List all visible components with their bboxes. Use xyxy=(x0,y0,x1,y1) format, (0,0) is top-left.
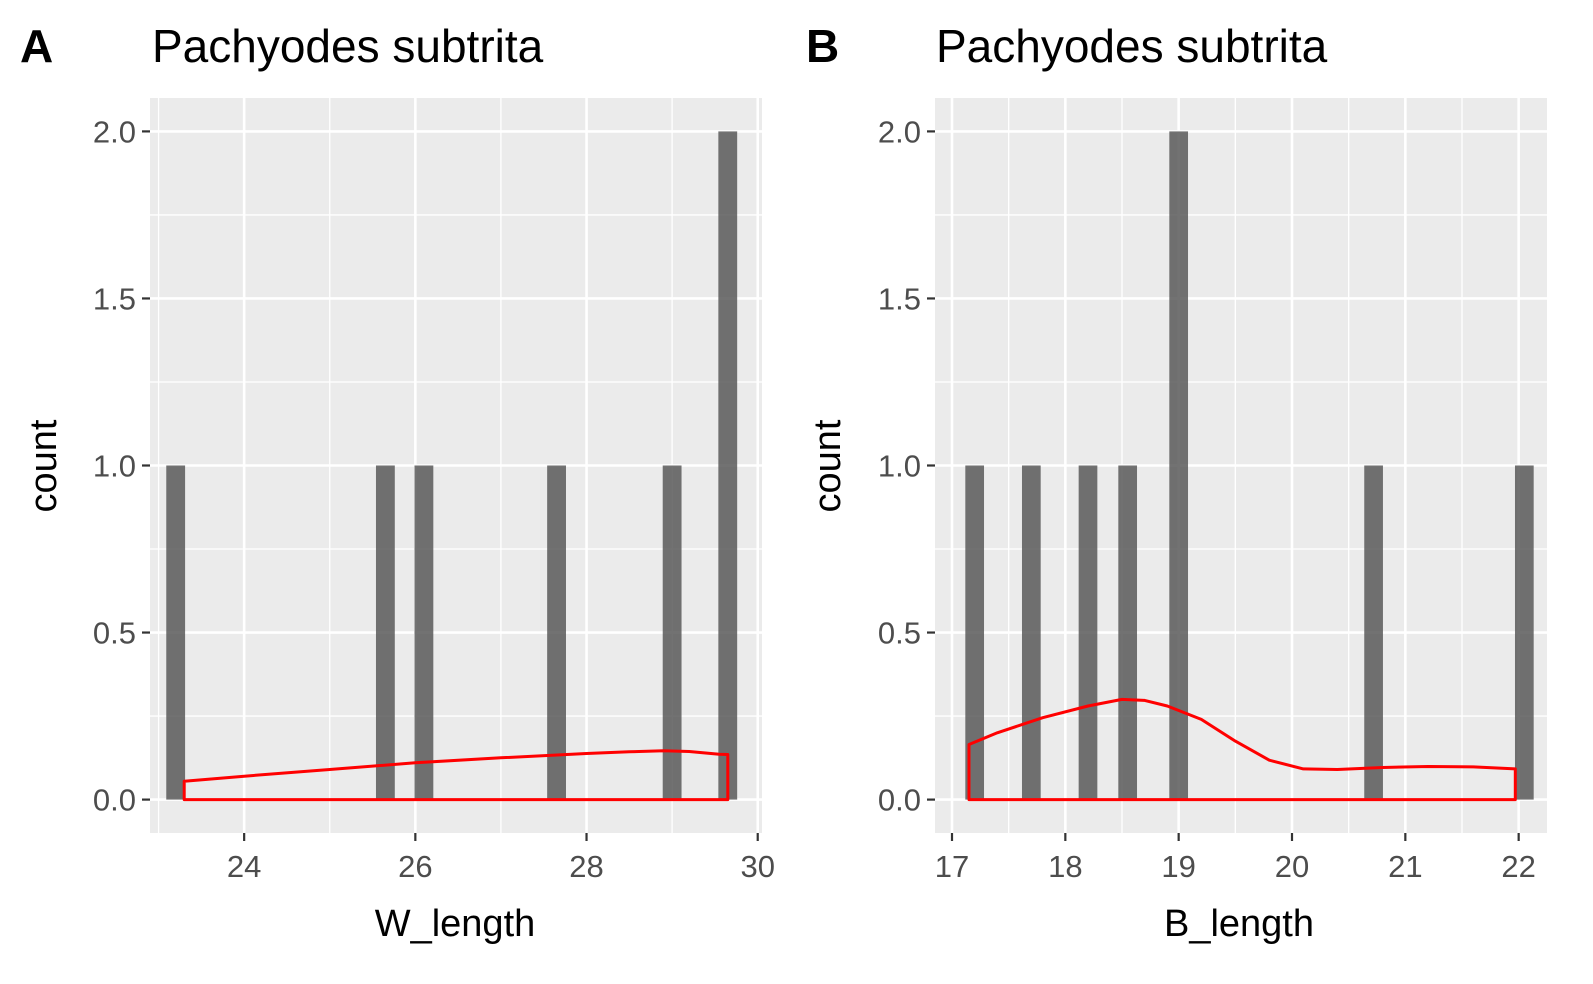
panel-a-x-tick-label: 26 xyxy=(398,849,432,884)
panel-a-y-tick-label: 0.0 xyxy=(93,783,136,818)
panel-b-tag: B xyxy=(806,20,839,72)
panel-b-y-axis-title: count xyxy=(807,419,849,512)
panel-a-y-axis-title: count xyxy=(23,419,65,512)
panel-b-histogram-bar xyxy=(1021,465,1041,800)
panel-a-density-curve xyxy=(182,749,730,802)
panel-b-histogram-bar xyxy=(1078,465,1098,800)
panel-b-y-tick-label: 1.5 xyxy=(878,281,921,316)
panel-a-histogram-bar xyxy=(662,465,682,800)
panel-b-x-tick-label: 18 xyxy=(1048,849,1082,884)
panel-a-histogram-bar xyxy=(547,465,566,800)
panel-b-y-tick-label: 2.0 xyxy=(878,114,921,149)
panel-b-histogram: 17 18 19 20 21 22 0.0 0.5 1.0 1.5 2.0 B Pachyodes … xyxy=(806,20,1547,945)
panel-a-y-tick-label: 2.0 xyxy=(93,114,136,149)
panel-a-histogram: 24 26 28 30 0.0 0.5 1.0 1.5 2.0 A Pachyodes subt… xyxy=(20,20,775,945)
panel-b-x-tick-label: 21 xyxy=(1388,849,1422,884)
panel-a-histogram-bar xyxy=(166,465,186,800)
panel-b-title: Pachyodes subtrita xyxy=(936,20,1328,72)
panel-a-histogram-bar xyxy=(375,465,395,800)
panel-b-histogram-bar xyxy=(965,465,985,800)
panel-b-y-tick-label: 1.0 xyxy=(878,449,921,484)
panel-a-histogram-bar xyxy=(414,465,434,800)
panel-b-histogram-bar xyxy=(1364,465,1383,800)
panel-b-y-tick-label: 0.0 xyxy=(878,783,921,818)
panel-b-y-tick-label: 0.5 xyxy=(878,616,921,651)
panel-a-histogram-bar xyxy=(718,131,738,800)
panel-b-x-tick-label: 19 xyxy=(1161,849,1195,884)
panel-b-histogram-bar xyxy=(1514,465,1534,800)
panel-a-tag: A xyxy=(20,20,53,72)
panel-a-y-tick-label: 1.0 xyxy=(93,449,136,484)
panel-b-density-curve xyxy=(967,697,1517,802)
panel-a-y-tick-label: 1.5 xyxy=(93,281,136,316)
panel-b-histogram-bar xyxy=(1118,465,1138,800)
panel-b-x-tick-label: 20 xyxy=(1275,849,1309,884)
panel-a-title: Pachyodes subtrita xyxy=(152,20,544,72)
panel-a-y-tick-label: 0.5 xyxy=(93,616,136,651)
panel-a-x-tick-label: 30 xyxy=(740,849,774,884)
panel-b-histogram-bar xyxy=(1169,131,1189,800)
panel-a-x-tick-label: 28 xyxy=(569,849,603,884)
panel-a-x-axis-title: W_length xyxy=(375,903,536,945)
panel-a-plot-area: 24 26 28 30 0.0 0.5 1.0 1.5 2.0 xyxy=(93,98,775,884)
panel-b-x-tick-label: 22 xyxy=(1501,849,1535,884)
panel-b-plot-area: 17 18 19 20 21 22 0.0 0.5 1.0 1.5 2.0 xyxy=(878,98,1547,884)
panel-b-x-tick-label: 17 xyxy=(935,849,969,884)
panel-a-x-tick-label: 24 xyxy=(227,849,261,884)
panel-b-x-axis-title: B_length xyxy=(1164,903,1314,945)
